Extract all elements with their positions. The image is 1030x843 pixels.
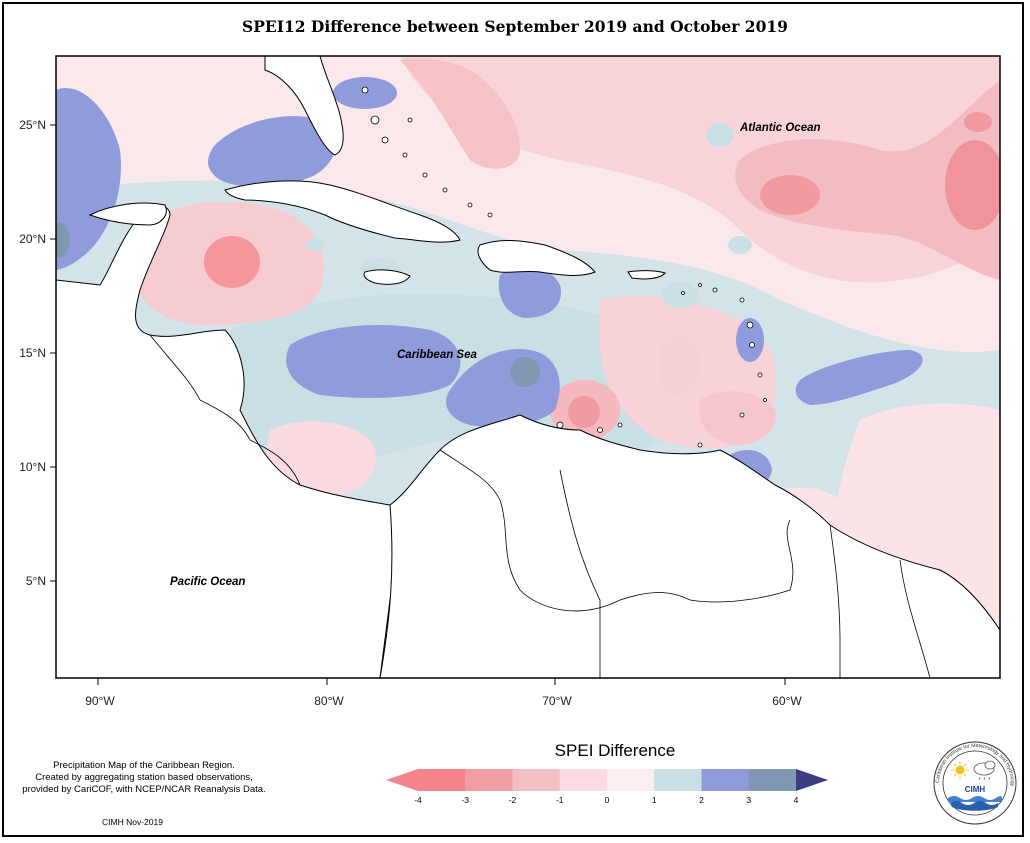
- credit-text: Precipitation Map of the Caribbean Regio…: [8, 760, 280, 796]
- y-axis: 25°N 20°N 15°N 10°N 5°N: [19, 118, 56, 588]
- legend-swatch: [559, 769, 608, 791]
- spei-zone-deficit-east: [760, 175, 820, 215]
- x-tick-label: 60°W: [772, 694, 802, 708]
- credit-line: Precipitation Map of the Caribbean Regio…: [53, 760, 235, 771]
- credit-line: Created by aggregating station based obs…: [35, 772, 253, 783]
- legend-tick-label: -2: [509, 795, 517, 805]
- country-borders: [149, 334, 931, 678]
- spei-field: [56, 56, 1000, 678]
- sun-icon: [951, 761, 969, 779]
- map-border: [55, 55, 1001, 679]
- legend-tick-label: -4: [414, 795, 422, 805]
- x-axis: 90°W 80°W 70°W 60°W: [85, 678, 802, 708]
- legend-tick-label: -3: [461, 795, 469, 805]
- legend-tick-label: 4: [794, 795, 799, 805]
- legend-colorbar: -4 -3 -2 -1 0 1 2 3 4: [386, 769, 828, 805]
- legend-tick-label: 3: [746, 795, 751, 805]
- cimh-logo: Caribbean Institute for Meteorology and …: [933, 741, 1017, 825]
- legend-swatch: [654, 769, 702, 791]
- label-caribbean-sea: Caribbean Sea: [397, 349, 477, 361]
- spei-zone-wet-east: [795, 350, 923, 405]
- map-title: SPEI12 Difference between September 2019…: [242, 17, 788, 36]
- spei-zone-pink-bahamas: [400, 58, 520, 169]
- legend-tick-label: 2: [699, 795, 704, 805]
- small-islands: [361, 86, 767, 448]
- land: [56, 56, 1000, 678]
- legend-extend-low: [386, 769, 418, 791]
- y-tick-label: 20°N: [19, 232, 46, 246]
- y-tick-label: 25°N: [19, 118, 46, 132]
- spei-zone-wet-cuba: [208, 116, 337, 187]
- label-pacific-ocean: Pacific Ocean: [170, 576, 245, 588]
- spei-zone-wet-gulf: [56, 88, 121, 270]
- legend-title: SPEI Difference: [554, 741, 676, 760]
- label-atlantic-ocean: Atlantic Ocean: [739, 122, 821, 134]
- spei-zone-deficit-far-east: [945, 140, 1000, 230]
- spei-zone-deficit-west: [204, 236, 260, 288]
- y-tick-label: 10°N: [19, 460, 46, 474]
- y-tick-label: 15°N: [19, 346, 46, 360]
- legend-tick-label: -1: [556, 795, 564, 805]
- land-florida: [264, 56, 344, 156]
- cloud-icon: [973, 760, 996, 781]
- legend-swatch: [512, 769, 561, 791]
- land-puerto-rico: [627, 270, 666, 280]
- land-cuba: [224, 180, 461, 243]
- land-south-america: [379, 414, 1000, 678]
- credit-date: CIMH Nov-2019: [102, 817, 163, 827]
- spei-zone-wet-central: [286, 325, 461, 398]
- land-jamaica: [363, 269, 411, 285]
- credit-line: provided by CariCOF, with NCEP/NCAR Rean…: [22, 784, 266, 795]
- legend-extend-high: [796, 769, 828, 791]
- legend-tick-label: 1: [652, 795, 657, 805]
- y-tick-label: 5°N: [26, 574, 46, 588]
- legend-swatch: [607, 769, 655, 791]
- waves-icon: [948, 796, 1002, 811]
- legend-swatch: [465, 769, 513, 791]
- land-hispaniola: [477, 239, 596, 276]
- legend-tick-label: 0: [605, 795, 610, 805]
- x-tick-label: 80°W: [314, 694, 344, 708]
- legend-swatch: [701, 769, 750, 791]
- logo-text: CIMH: [965, 785, 986, 794]
- legend-swatch: [418, 769, 466, 791]
- spei-zone-wet-hispaniola: [498, 266, 561, 318]
- spei-zone-pink-east: [735, 80, 1000, 280]
- legend-swatch: [748, 769, 797, 791]
- x-tick-label: 70°W: [542, 694, 572, 708]
- x-tick-label: 90°W: [85, 694, 115, 708]
